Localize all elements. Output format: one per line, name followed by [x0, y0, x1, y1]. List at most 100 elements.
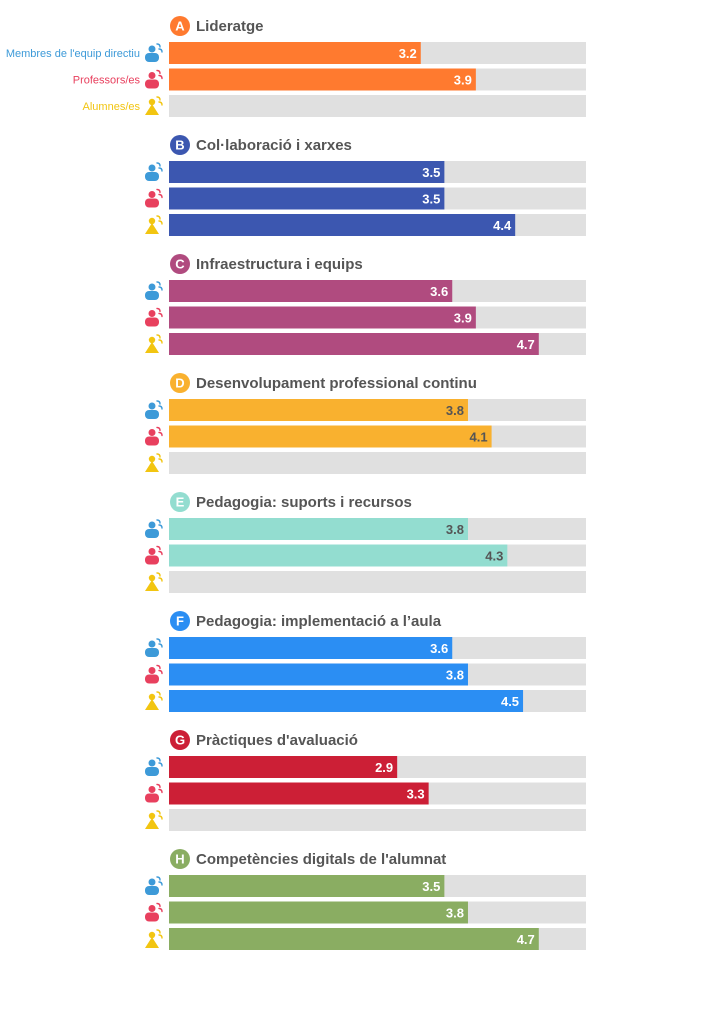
bar: [169, 187, 445, 210]
badge-letter: E: [176, 495, 185, 510]
bar-value-label: 3.8: [446, 668, 464, 683]
section-badge: D: [170, 373, 190, 393]
person-icon: [145, 757, 163, 776]
bar-track: [169, 452, 586, 474]
student-icon: [145, 215, 163, 234]
bar-value-label: 3.5: [422, 165, 440, 180]
person-icon: [145, 69, 163, 89]
legend-label: Membres de l'equip directiu: [6, 48, 140, 60]
section-badge: G: [170, 730, 190, 750]
section-title: Col·laboració i xarxes: [196, 137, 352, 154]
badge-letter: H: [175, 852, 184, 867]
section-title: Pràctiques d'avaluació: [196, 732, 358, 749]
section-g: G Pràctiques d'avaluació 2.9 3.3: [145, 730, 586, 831]
bar-value-label: 3.2: [399, 46, 417, 61]
bar-value-label: 2.9: [375, 760, 393, 775]
badge-letter: D: [175, 376, 184, 391]
bar: [169, 42, 421, 64]
section-f: F Pedagogia: implementació a l’aula 3.6 3.8…: [145, 611, 586, 712]
bar: [169, 782, 429, 805]
bar-value-label: 4.7: [517, 337, 535, 352]
bar-track: [169, 571, 586, 593]
student-icon: [145, 929, 163, 948]
bar: [169, 425, 492, 448]
person-icon: [145, 876, 163, 895]
student-icon: [145, 453, 163, 472]
person-icon: [145, 188, 163, 208]
person-icon: [145, 664, 163, 684]
person-icon: [145, 162, 163, 181]
bar: [169, 161, 445, 183]
badge-letter: F: [176, 614, 184, 629]
badge-letter: A: [175, 19, 185, 34]
section-badge: F: [170, 611, 190, 631]
bar-value-label: 3.9: [454, 311, 472, 326]
bar-value-label: 3.6: [430, 641, 448, 656]
bar-value-label: 4.1: [470, 430, 488, 445]
section-title: Competències digitals de l'alumnat: [196, 851, 446, 868]
badge-letter: G: [175, 733, 185, 748]
legend-label: Professors/es: [73, 75, 141, 87]
bar-value-label: 4.7: [517, 932, 535, 947]
section-title: Infraestructura i equips: [196, 256, 363, 273]
section-title: Desenvolupament professional continu: [196, 375, 477, 392]
bar: [169, 306, 476, 329]
bar-value-label: 3.3: [407, 787, 425, 802]
section-badge: H: [170, 849, 190, 869]
person-icon: [145, 783, 163, 803]
section-badge: C: [170, 254, 190, 274]
student-icon: [145, 810, 163, 829]
bar: [169, 280, 453, 302]
bar: [169, 518, 468, 540]
section-title: Pedagogia: suports i recursos: [196, 494, 412, 511]
bar: [169, 875, 445, 897]
section-badge: A: [170, 16, 190, 36]
person-icon: [145, 902, 163, 922]
section-badge: E: [170, 492, 190, 512]
bar: [169, 756, 398, 778]
person-icon: [145, 545, 163, 565]
person-icon: [145, 43, 163, 62]
bar: [169, 928, 539, 950]
person-icon: [145, 307, 163, 327]
badge-letter: B: [175, 138, 184, 153]
bar: [169, 637, 453, 659]
bar: [169, 399, 468, 421]
bar: [169, 901, 468, 924]
section-c: C Infraestructura i equips 3.6 3.9 4.7: [145, 254, 586, 355]
bar-value-label: 3.8: [446, 522, 464, 537]
section-b: B Col·laboració i xarxes 3.5 3.5 4.4: [145, 135, 586, 236]
student-icon: [145, 691, 163, 710]
student-icon: [145, 96, 163, 115]
bar-track: [169, 95, 586, 117]
person-icon: [145, 400, 163, 419]
bar: [169, 333, 539, 355]
bar: [169, 544, 508, 567]
person-icon: [145, 426, 163, 446]
bar: [169, 690, 524, 712]
bar-value-label: 4.4: [493, 218, 512, 233]
bar-value-label: 3.5: [422, 879, 440, 894]
section-d: D Desenvolupament professional continu 3.8…: [145, 373, 586, 474]
person-icon: [145, 519, 163, 538]
bar-value-label: 3.8: [446, 906, 464, 921]
bar-value-label: 3.6: [430, 284, 448, 299]
person-icon: [145, 638, 163, 657]
section-title: Pedagogia: implementació a l’aula: [196, 613, 442, 630]
section-e: E Pedagogia: suports i recursos 3.8 4.3: [145, 492, 586, 593]
bar-value-label: 4.3: [485, 549, 503, 564]
bar: [169, 68, 476, 91]
student-icon: [145, 334, 163, 353]
bar: [169, 663, 468, 686]
bar-value-label: 3.5: [422, 192, 440, 207]
bar: [169, 214, 516, 236]
section-h: H Competències digitals de l'alumnat 3.5 3.…: [145, 849, 586, 950]
bar-value-label: 3.9: [454, 73, 472, 88]
bar-value-label: 3.8: [446, 403, 464, 418]
badge-letter: C: [175, 257, 185, 272]
bar-track: [169, 809, 586, 831]
student-icon: [145, 572, 163, 591]
bar-value-label: 4.5: [501, 694, 519, 709]
section-a: A Lideratge Membres de l'equip directiu 3.2…: [6, 16, 586, 117]
